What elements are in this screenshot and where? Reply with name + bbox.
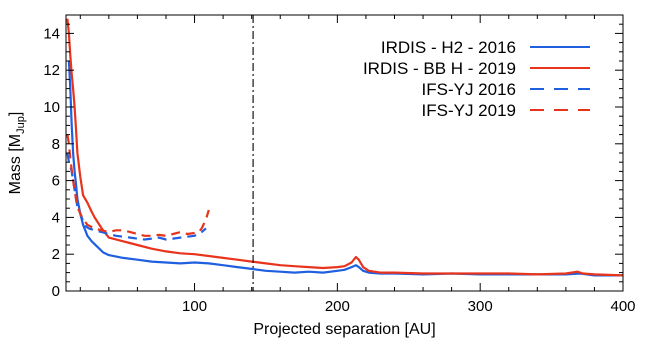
x-tick-label-300: 300 bbox=[468, 298, 493, 315]
series-line-3 bbox=[66, 152, 207, 241]
y-axis-title-main: Mass [M bbox=[7, 134, 24, 194]
y-axis-title-sub: Jup bbox=[15, 116, 27, 134]
y-tick-label-14: 14 bbox=[43, 25, 60, 42]
series-line-4 bbox=[66, 134, 210, 237]
y-tick-label-8: 8 bbox=[52, 136, 60, 153]
y-tick-label-10: 10 bbox=[43, 99, 60, 116]
legend-label-2: IRDIS - BB H - 2019 bbox=[363, 59, 516, 78]
x-tick-label-200: 200 bbox=[325, 298, 350, 315]
x-tick-label-400: 400 bbox=[610, 298, 635, 315]
y-tick-label-2: 2 bbox=[52, 246, 60, 263]
x-tick-label-100: 100 bbox=[182, 298, 207, 315]
legend-label-3: IFS-YJ 2016 bbox=[422, 80, 517, 99]
y-tick-label-12: 12 bbox=[43, 62, 60, 79]
y-tick-label-6: 6 bbox=[52, 173, 60, 190]
y-tick-label-0: 0 bbox=[52, 283, 60, 300]
series-line-2 bbox=[66, 18, 623, 277]
y-axis-title: Mass [MJup] bbox=[7, 112, 27, 195]
ticks-layer: 100 200 300 400 0 2 4 6 8 10 12 14 bbox=[43, 15, 636, 315]
legend-label-1: IRDIS - H2 - 2016 bbox=[381, 38, 516, 57]
x-axis-title: Projected separation [AU] bbox=[253, 321, 435, 338]
series-line-1 bbox=[67, 60, 623, 277]
plot-frame bbox=[65, 14, 624, 292]
legend-label-4: IFS-YJ 2019 bbox=[422, 101, 517, 120]
y-tick-label-4: 4 bbox=[52, 209, 60, 226]
legend: IRDIS - H2 - 2016 IRDIS - BB H - 2019 IFS-… bbox=[363, 38, 590, 120]
series-layer bbox=[66, 18, 623, 277]
y-axis-title-close: ] bbox=[7, 112, 24, 116]
